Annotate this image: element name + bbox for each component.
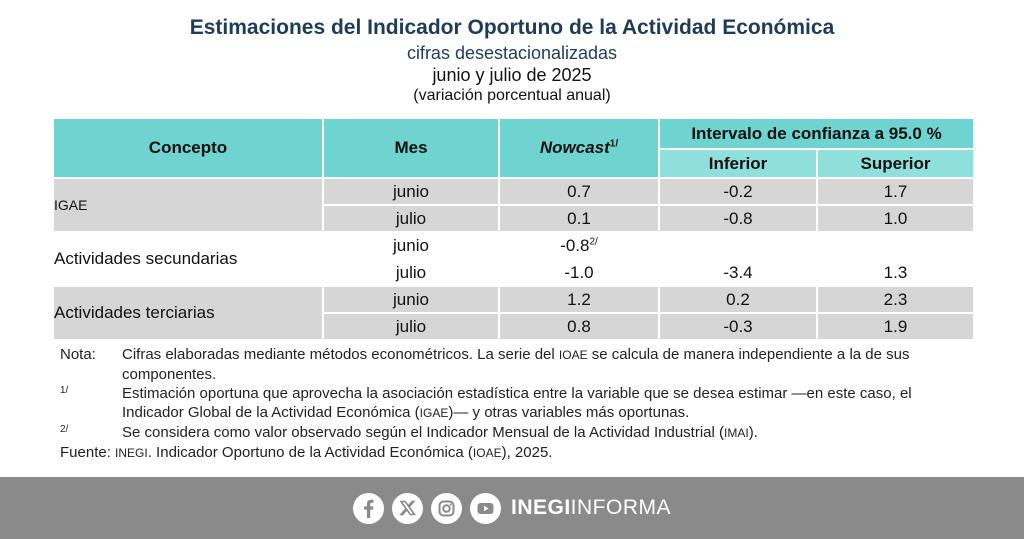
fuente-abbrev-1: INEGI bbox=[115, 446, 148, 460]
instagram-icon[interactable] bbox=[430, 492, 462, 524]
nowcast-cell: -0.82/ bbox=[498, 231, 660, 260]
n1-abbrev: IGAE bbox=[419, 406, 449, 420]
social-links bbox=[352, 492, 501, 524]
nota-text-a: Cifras elaboradas mediante métodos econo… bbox=[122, 346, 559, 363]
nowcast-value: 0.7 bbox=[567, 181, 591, 201]
superior-cell bbox=[816, 231, 975, 260]
mes-cell: junio bbox=[322, 231, 500, 260]
nota-abbrev: IOAE bbox=[558, 348, 588, 362]
nowcast-value: 0.8 bbox=[567, 316, 591, 336]
nowcast-value: -1.0 bbox=[564, 262, 594, 282]
concept-cell: Actividades terciarias bbox=[52, 285, 324, 341]
brand-part-b: INFORMA bbox=[570, 496, 671, 519]
nowcast-value: 1.2 bbox=[567, 289, 591, 309]
fuente-label: Fuente: bbox=[60, 444, 116, 461]
n1-text-b: )— y otras variables más oportunas. bbox=[448, 404, 690, 421]
mes-cell: junio bbox=[322, 177, 500, 206]
mes-cell: julio bbox=[322, 258, 500, 287]
nota-label: Nota: bbox=[60, 346, 96, 363]
nowcast-cell: 0.7 bbox=[498, 177, 660, 206]
inferior-cell: -3.4 bbox=[658, 258, 818, 287]
footnote-2-label: 2/ bbox=[60, 424, 69, 435]
fuente-abbrev-2: IOAE bbox=[472, 446, 502, 460]
footer-bar: INEGIINFORMA bbox=[0, 477, 1024, 539]
superior-cell: 2.3 bbox=[816, 285, 975, 314]
fuente-text-a: . Indicador Oportuno de la Actividad Eco… bbox=[147, 444, 473, 461]
superior-cell: 1.9 bbox=[816, 312, 975, 341]
n2-abbrev: IMAI bbox=[724, 426, 749, 440]
unit-label: (variación porcentual anual) bbox=[413, 87, 611, 104]
n2-text-b: ). bbox=[748, 424, 758, 441]
concept-cell: Actividades secundarias bbox=[52, 231, 324, 287]
footnote-2-text: Se considera como valor observado según … bbox=[122, 423, 975, 443]
note-row: 1/ Estimación oportuna que aprovecha la … bbox=[60, 384, 975, 423]
nowcast-value: 0.1 bbox=[567, 208, 591, 228]
nota-text: Cifras elaboradas mediante métodos econo… bbox=[122, 345, 975, 384]
header: Estimaciones del Indicador Oportuno de l… bbox=[0, 14, 1024, 106]
header-nowcast: Nowcast1/ bbox=[498, 117, 660, 179]
nowcast-value: -0.8 bbox=[560, 235, 590, 255]
brand-logo: INEGIINFORMA bbox=[511, 496, 671, 520]
footnote-1-label: 1/ bbox=[60, 385, 69, 396]
footnote-mark: 1/ bbox=[609, 138, 619, 150]
nowcast-cell: 1.2 bbox=[498, 285, 660, 314]
footnote-mark: 2/ bbox=[589, 235, 598, 247]
page-subtitle: cifras desestacionalizadas bbox=[406, 43, 618, 63]
inferior-cell: -0.2 bbox=[658, 177, 818, 206]
brand-part-a: INEGI bbox=[510, 496, 571, 519]
mes-cell: julio bbox=[322, 312, 500, 341]
nowcast-cell: 0.1 bbox=[498, 204, 660, 233]
header-superior: Superior bbox=[816, 148, 975, 179]
notes: Nota: Cifras elaboradas mediante métodos… bbox=[60, 345, 975, 463]
nowcast-cell: 0.8 bbox=[498, 312, 660, 341]
header-intervalo: Intervalo de confianza a 95.0 % bbox=[658, 117, 975, 150]
mes-cell: junio bbox=[322, 285, 500, 314]
period-label: junio y julio de 2025 bbox=[432, 65, 592, 85]
note-row: Nota: Cifras elaboradas mediante métodos… bbox=[60, 345, 975, 384]
inferior-cell: -0.8 bbox=[658, 204, 818, 233]
inferior-cell bbox=[658, 231, 818, 260]
superior-cell: 1.7 bbox=[816, 177, 975, 206]
nota-text-b: se calcula de manera independiente a la … bbox=[122, 346, 910, 383]
header-concepto: Concepto bbox=[52, 117, 324, 179]
facebook-icon[interactable] bbox=[352, 492, 384, 524]
header-inferior: Inferior bbox=[658, 148, 818, 179]
superior-cell: 1.3 bbox=[816, 258, 975, 287]
inferior-cell: -0.3 bbox=[658, 312, 818, 341]
estimates-table: Concepto Mes Nowcast1/ Intervalo de conf… bbox=[52, 117, 975, 341]
note-row: 2/ Se considera como valor observado seg… bbox=[60, 423, 975, 443]
concept-cell: IGAE bbox=[52, 177, 324, 233]
header-mes: Mes bbox=[322, 117, 500, 179]
footnote-1-text: Estimación oportuna que aprovecha la aso… bbox=[122, 384, 975, 423]
superior-cell: 1.0 bbox=[816, 204, 975, 233]
mes-cell: julio bbox=[322, 204, 500, 233]
fuente-text-b: ), 2025. bbox=[501, 444, 553, 461]
youtube-icon[interactable] bbox=[469, 492, 501, 524]
source-row: Fuente: INEGI. Indicador Oportuno de la … bbox=[60, 443, 975, 463]
inferior-cell: 0.2 bbox=[658, 285, 818, 314]
nowcast-cell: -1.0 bbox=[498, 258, 660, 287]
source-text: Fuente: INEGI. Indicador Oportuno de la … bbox=[60, 443, 975, 463]
page-title: Estimaciones del Indicador Oportuno de l… bbox=[189, 16, 835, 39]
n2-text-a: Se considera como valor observado según … bbox=[122, 424, 725, 441]
nowcast-label: Nowcast bbox=[539, 138, 610, 157]
x-icon[interactable] bbox=[391, 492, 423, 524]
n1-text-a: Estimación oportuna que aprovecha la aso… bbox=[122, 385, 912, 421]
